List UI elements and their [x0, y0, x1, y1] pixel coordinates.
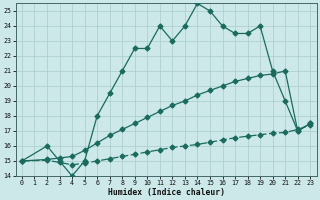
- X-axis label: Humidex (Indice chaleur): Humidex (Indice chaleur): [108, 188, 225, 197]
